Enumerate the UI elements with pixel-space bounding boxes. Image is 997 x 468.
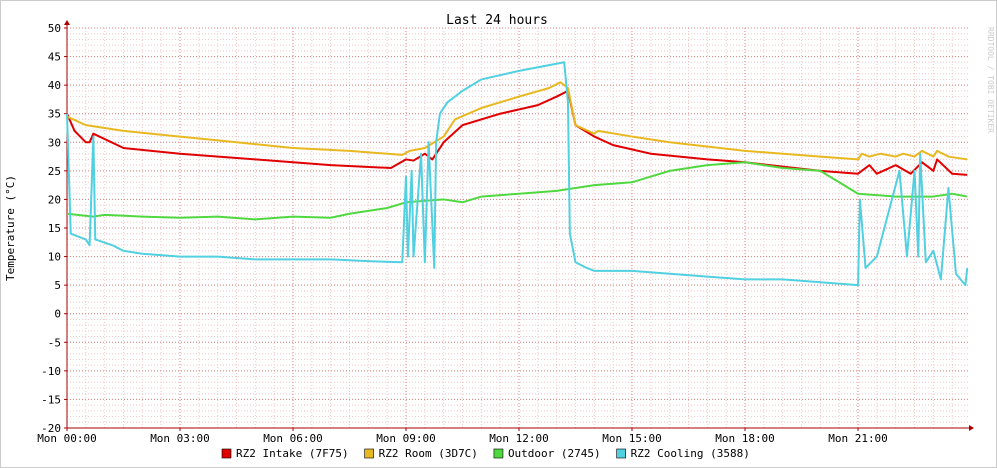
x-tick-label: Mon 15:00 (602, 432, 662, 445)
legend-label: Outdoor (2745) (508, 447, 601, 460)
x-tick-label: Mon 00:00 (37, 432, 97, 445)
series-line (66, 161, 968, 221)
x-tick-label: Mon 18:00 (715, 432, 775, 445)
y-tick-label: 40 (48, 79, 61, 92)
y-tick-label: -5 (48, 336, 61, 349)
y-axis-label: Temperature (°C) (4, 175, 17, 281)
legend-label: RZ2 Cooling (3588) (631, 447, 750, 460)
x-tick-label: Mon 09:00 (376, 432, 436, 445)
series-line (66, 89, 968, 176)
y-tick-label: -15 (41, 393, 61, 406)
y-tick-label: -20 (41, 422, 61, 435)
series-line (66, 81, 968, 161)
y-tick-label: 30 (48, 136, 61, 149)
x-tick-label: Mon 21:00 (828, 432, 888, 445)
series-line (66, 61, 969, 287)
watermark: RRDTOOL / TOBI OETIKER (986, 27, 995, 133)
y-tick-label: 50 (48, 22, 61, 35)
legend-label: RZ2 Intake (7F75) (236, 447, 349, 460)
x-tick-label: Mon 06:00 (263, 432, 323, 445)
axis-arrow (64, 20, 70, 25)
legend-label: RZ2 Room (3D7C) (379, 447, 478, 460)
legend-swatch (364, 448, 374, 459)
y-tick-label: 0 (54, 308, 61, 321)
y-tick-label: 10 (48, 251, 61, 264)
legend-swatch (493, 448, 504, 459)
axis-arrow (969, 425, 974, 431)
legend-swatch (221, 448, 232, 459)
y-tick-label: 25 (48, 165, 61, 178)
y-tick-label: -10 (41, 365, 61, 378)
legend-swatch (616, 448, 626, 459)
x-tick-label: Mon 12:00 (489, 432, 549, 445)
y-tick-label: 20 (48, 193, 61, 206)
y-tick-label: 5 (54, 279, 61, 292)
y-tick-label: 15 (48, 222, 61, 235)
chart-title: Last 24 hours (446, 13, 548, 28)
y-tick-label: 45 (48, 51, 61, 64)
x-tick-label: Mon 03:00 (150, 432, 210, 445)
y-tick-label: 35 (48, 108, 61, 121)
